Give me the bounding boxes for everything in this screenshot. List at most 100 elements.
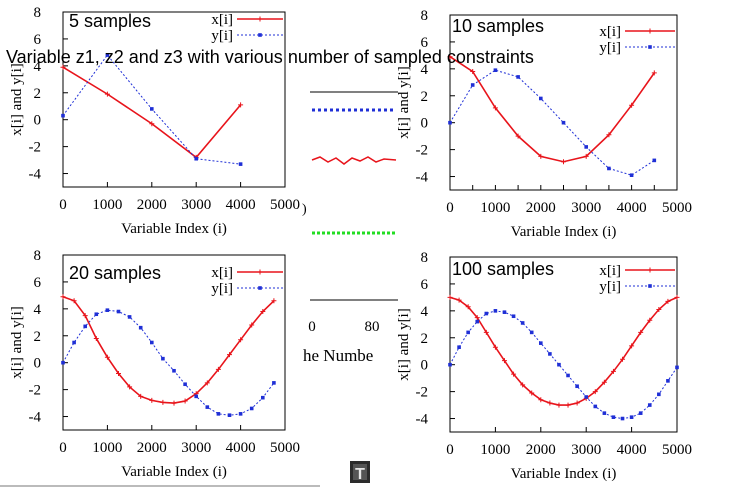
series-y-point (83, 324, 87, 329)
legend-label: y[i] (211, 281, 233, 297)
y-tick-label: -2 (416, 143, 429, 159)
y-tick-label: 8 (34, 248, 42, 264)
series-x-line (62, 295, 275, 404)
series-y-point (61, 360, 65, 365)
x-tick-label: 3000 (181, 197, 211, 213)
series-y-line (449, 310, 678, 420)
x-tick-label: 5000 (662, 200, 692, 216)
x-tick-label: 4000 (617, 200, 647, 216)
panel-title: 5 samples (69, 11, 151, 31)
series-y-point (172, 368, 176, 373)
x-tick-label: 0 (446, 200, 454, 216)
y-tick-label: 6 (34, 275, 42, 291)
series-x-point (511, 371, 517, 377)
series-y-point (116, 309, 121, 314)
series-x-point (93, 335, 99, 341)
panel-title: 20 samples (69, 263, 161, 283)
series-x-point (249, 322, 255, 328)
x-tick-label: 0 (59, 440, 67, 456)
x-tick-label: 1000 (92, 197, 122, 213)
x-tick-label: 4000 (226, 197, 256, 213)
series-y-point (629, 173, 634, 177)
series-y-point (539, 341, 543, 345)
series-y-line (62, 309, 275, 416)
background-tick-0: 0 (308, 319, 316, 335)
series-y-point (502, 310, 507, 314)
series-y-point (249, 406, 254, 411)
series-y-point (448, 120, 452, 125)
legend-marker (257, 16, 263, 22)
y-axis-label: x[i] and y[i] (9, 63, 25, 135)
legend-marker (648, 45, 652, 49)
series-y-point (666, 379, 670, 383)
series-x-point (601, 379, 607, 385)
x-tick-label: 3000 (571, 200, 601, 216)
chart-panel-20-samples: 0 1000 2000 3000 4000 5000 -4 -2 0 2 4 6 8 Variable I… (9, 248, 300, 480)
y-tick-label: 2 (421, 331, 429, 347)
series-y-point (227, 413, 232, 417)
x-tick-label: 2000 (526, 442, 556, 458)
series-y-point (629, 415, 634, 419)
series-y-point (557, 362, 561, 367)
series-x-point (238, 337, 244, 343)
plot-frame (449, 256, 678, 433)
y-tick-label: 2 (421, 89, 429, 105)
series-y-point (238, 162, 243, 166)
series-y-point (261, 395, 265, 400)
series-x-point (610, 368, 616, 374)
series-y-point (647, 403, 652, 407)
logo-icon: T (350, 461, 370, 483)
legend-label: x[i] (599, 24, 621, 40)
y-tick-label: 0 (34, 356, 42, 372)
series-x-point (104, 91, 110, 97)
series-x-point (651, 70, 657, 76)
legend-marker (648, 284, 652, 288)
background-red-series (311, 156, 397, 165)
series-y-point (511, 314, 516, 319)
series-x-point (547, 400, 553, 406)
y-tick-label: 0 (34, 113, 42, 129)
y-tick-label: 4 (421, 62, 429, 78)
series-x-point (60, 64, 66, 70)
series-x-point (447, 54, 453, 60)
y-tick-label: 0 (421, 358, 429, 374)
series-x-point (592, 389, 598, 395)
series-x-point (606, 132, 612, 138)
figure-overlay-title: Variable z1, z2 and z3 with various numb… (6, 47, 534, 67)
x-tick-label: 5000 (270, 197, 300, 213)
series-y-point (607, 166, 611, 171)
series-y-line (449, 69, 655, 176)
y-axis-label: x[i] and y[i] (396, 66, 412, 138)
x-tick-label: 3000 (181, 440, 211, 456)
series-x-point (465, 304, 471, 310)
series-y-point (470, 83, 475, 87)
y-tick-label: -2 (29, 140, 42, 156)
x-tick-label: 5000 (270, 440, 300, 456)
chart-panel-10-samples: 0 1000 2000 3000 4000 5000 -4 -2 0 2 4 6 8 Variable I… (396, 8, 692, 240)
series-x-point (182, 398, 188, 404)
series-y-point (94, 312, 99, 317)
series-y-point (493, 309, 498, 313)
y-tick-label: -4 (416, 412, 429, 428)
series-y-point (675, 365, 679, 370)
series-y-point (72, 340, 76, 345)
legend-label: y[i] (211, 28, 233, 44)
x-tick-label: 4000 (226, 440, 256, 456)
series-y-point (493, 68, 498, 72)
series-x-point (238, 102, 244, 108)
series-x-point (160, 399, 166, 405)
series-y-point (150, 107, 154, 111)
x-tick-label: 3000 (571, 442, 601, 458)
series-x-point (620, 356, 626, 362)
series-x-point (665, 298, 671, 304)
legend-marker (258, 33, 262, 37)
legend-label: y[i] (599, 40, 621, 56)
series-x-line (449, 56, 655, 163)
series-y-point (238, 412, 243, 416)
series-x-point (629, 343, 635, 349)
x-tick-label: 2000 (137, 197, 167, 213)
background-tick-80: 80 (365, 319, 380, 335)
series-y-point (205, 405, 210, 409)
x-axis-label: Variable Index (i) (511, 466, 617, 482)
